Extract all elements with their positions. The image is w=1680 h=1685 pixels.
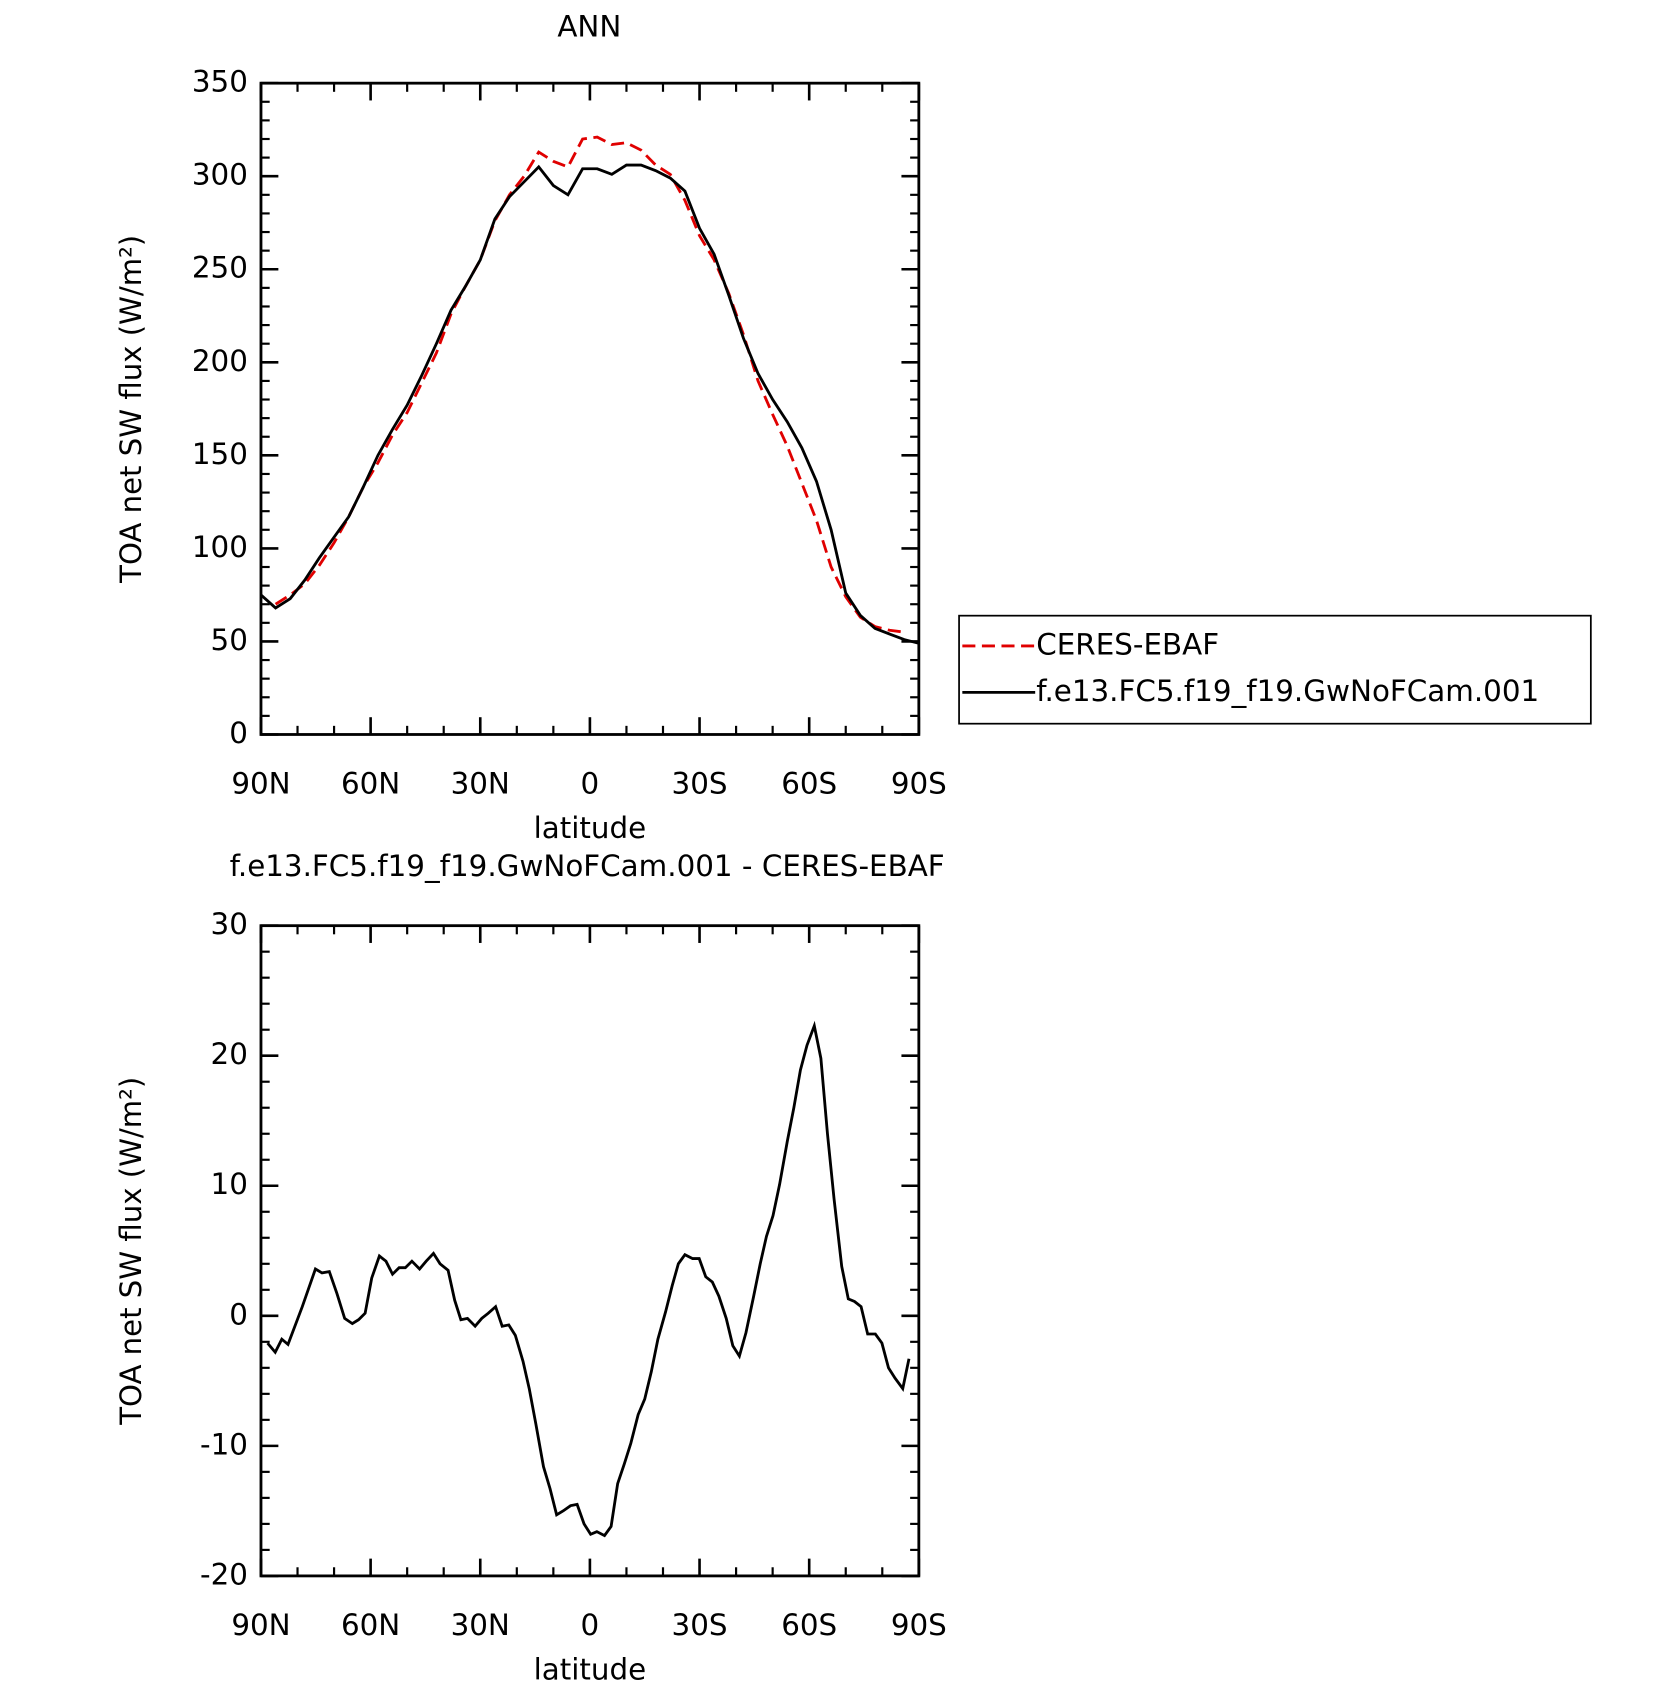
y-axis-label: TOA net SW flux (W/m²) xyxy=(114,1077,148,1426)
data-line xyxy=(266,1020,911,1538)
x-tick-label: 90S xyxy=(891,1608,947,1642)
legend-label: CERES-EBAF xyxy=(1036,627,1219,661)
plot-frame xyxy=(259,924,921,1578)
y-tick-label: 350 xyxy=(192,65,248,99)
x-tick-label: 60S xyxy=(781,1608,837,1642)
data-line xyxy=(260,163,920,645)
y-tick-label: 30 xyxy=(211,907,248,941)
x-tick-label: 30S xyxy=(672,1608,728,1642)
y-tick-label: 0 xyxy=(229,716,248,750)
x-tick-label: 60N xyxy=(341,767,400,801)
legend-box xyxy=(958,614,1592,725)
y-tick-label: 0 xyxy=(229,1297,248,1331)
x-tick-label: 30N xyxy=(451,767,510,801)
x-tick-label: 90S xyxy=(891,767,947,801)
x-tick-label: 30N xyxy=(451,1608,510,1642)
y-tick-label: 50 xyxy=(211,623,248,657)
y-tick-label: 10 xyxy=(211,1167,248,1201)
y-tick-label: -20 xyxy=(200,1557,248,1591)
x-tick-label: 0 xyxy=(581,767,600,801)
x-tick-label: 90N xyxy=(231,1608,290,1642)
y-tick-label: 20 xyxy=(211,1037,248,1071)
plot-frame xyxy=(259,81,921,736)
x-tick-label: 90N xyxy=(231,767,290,801)
x-tick-label: 30S xyxy=(672,767,728,801)
x-axis-label: latitude xyxy=(534,1653,647,1685)
chart-title: f.e13.FC5.f19_f19.GwNoFCam.001 - CERES-E… xyxy=(230,849,945,883)
chart-title: ANN xyxy=(557,10,621,44)
legend-label: f.e13.FC5.f19_f19.GwNoFCam.001 xyxy=(1036,674,1539,708)
y-tick-label: 250 xyxy=(192,251,248,285)
y-tick-label: 300 xyxy=(192,158,248,192)
y-axis-label: TOA net SW flux (W/m²) xyxy=(114,235,148,584)
x-tick-label: 60N xyxy=(341,1608,400,1642)
data-line xyxy=(274,135,905,634)
y-tick-label: 200 xyxy=(192,344,248,378)
y-tick-label: 150 xyxy=(192,437,248,471)
y-tick-label: 100 xyxy=(192,530,248,564)
x-tick-label: 0 xyxy=(581,1608,600,1642)
x-tick-label: 60S xyxy=(781,767,837,801)
y-tick-label: -10 xyxy=(200,1427,248,1461)
x-axis-label: latitude xyxy=(534,811,647,845)
